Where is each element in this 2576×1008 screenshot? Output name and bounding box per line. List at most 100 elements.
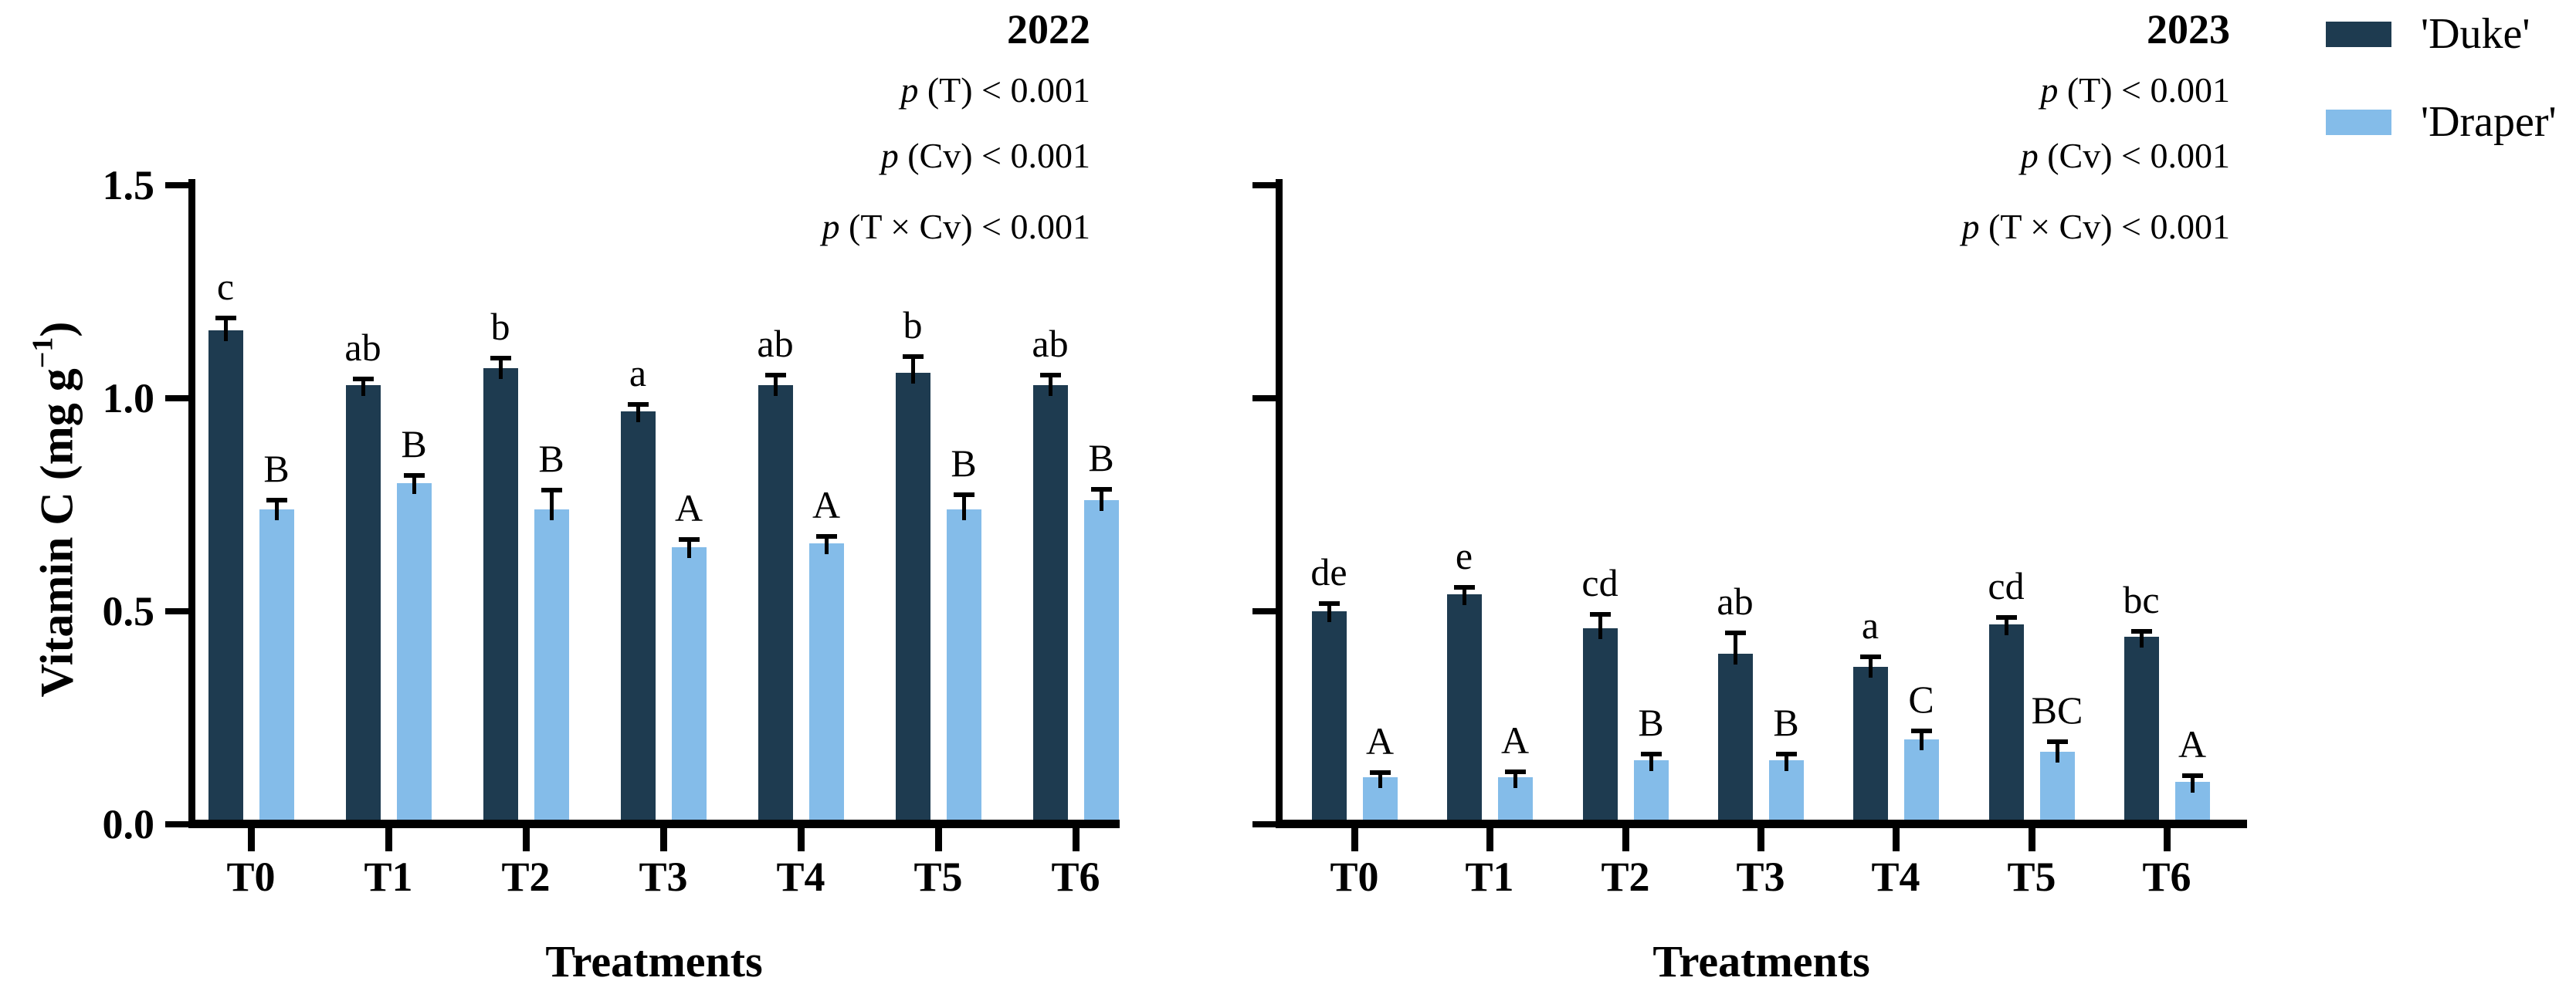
error-bar-stem xyxy=(1100,491,1103,512)
x-tick-label: T3 xyxy=(1736,854,1785,900)
x-tick-label: T2 xyxy=(501,854,551,900)
p-value-interaction-2022: p (T × Cv) < 0.001 xyxy=(395,208,1090,246)
bar-duke-t1-2023 xyxy=(1446,594,1482,827)
y-tick xyxy=(1252,395,1276,401)
y-tick-label: 0.0 xyxy=(102,801,155,847)
x-tick xyxy=(248,828,255,851)
x-tick-label: T1 xyxy=(1465,854,1514,900)
p-text: (Cv) < 0.001 xyxy=(898,136,1090,175)
y-axis-title-close: ) xyxy=(31,321,83,337)
x-tick xyxy=(660,828,667,851)
sig-letter: B xyxy=(538,437,564,481)
error-bar-cap xyxy=(1996,614,2017,620)
sig-letter: B xyxy=(1773,700,1799,744)
bar-duke-t2-2022 xyxy=(483,368,518,827)
sig-letter: a xyxy=(1861,603,1879,647)
bar-draper-t2-2022 xyxy=(534,509,569,827)
bar-duke-t3-2022 xyxy=(620,411,656,827)
bar-draper-t3-2023 xyxy=(1768,760,1804,827)
bar-duke-t6-2023 xyxy=(2124,637,2159,827)
bar-duke-t0-2022 xyxy=(208,330,243,827)
x-tick xyxy=(523,828,530,851)
sig-letter: e xyxy=(1455,534,1473,578)
sig-letter: BC xyxy=(2031,688,2083,732)
error-bar-stem xyxy=(825,538,829,554)
error-bar-cap xyxy=(903,353,924,359)
error-bar-stem xyxy=(1734,634,1737,665)
x-tick xyxy=(935,828,942,851)
error-bar-cap xyxy=(2182,773,2203,779)
x-tick xyxy=(1351,828,1358,851)
error-bar-cap xyxy=(1641,751,1662,756)
x-tick xyxy=(385,828,392,851)
error-bar-cap xyxy=(816,534,837,540)
panel-title-2022: 2022 xyxy=(395,6,1090,52)
x-tick-label: T6 xyxy=(2142,854,2191,900)
p-text: (Cv) < 0.001 xyxy=(2038,136,2230,175)
sig-letter: B xyxy=(263,446,290,490)
panel-title-2023: 2023 xyxy=(1535,6,2230,52)
p-value-treatment-2022: p (T) < 0.001 xyxy=(395,71,1090,110)
error-bar-stem xyxy=(2056,743,2059,763)
error-bar-cap xyxy=(2131,628,2152,634)
x-tick-label: T6 xyxy=(1051,854,1100,900)
x-tick xyxy=(1486,828,1493,851)
error-bar-cap xyxy=(1911,729,1932,734)
error-bar-stem xyxy=(1649,755,1653,772)
p-symbol: p xyxy=(1961,207,1980,246)
sig-letter: cd xyxy=(1581,560,1618,604)
legend-label-duke: 'Duke' xyxy=(2421,10,2530,58)
error-bar-cap xyxy=(1590,611,1611,617)
error-bar-stem xyxy=(636,405,640,422)
p-text: (T × Cv) < 0.001 xyxy=(1979,207,2230,246)
bar-duke-t5-2023 xyxy=(1988,624,2024,827)
bar-draper-t5-2022 xyxy=(946,509,981,827)
bar-duke-t0-2023 xyxy=(1311,611,1347,827)
sig-letter: ab xyxy=(344,325,381,369)
x-tick xyxy=(2164,828,2171,851)
x-axis-line-2022 xyxy=(188,820,1120,828)
error-bar-cap xyxy=(1040,373,1061,378)
error-bar-stem xyxy=(499,360,503,380)
x-tick-label: T3 xyxy=(639,854,688,900)
legend-item-draper: 'Draper' xyxy=(2326,97,2557,147)
x-tick-label: T2 xyxy=(1601,854,1650,900)
y-tick xyxy=(165,821,188,827)
sig-letter: cd xyxy=(1988,563,2025,607)
y-tick-label: 1.0 xyxy=(102,375,155,421)
x-tick xyxy=(1622,828,1629,851)
y-tick xyxy=(1252,608,1276,614)
error-bar-stem xyxy=(412,477,416,495)
error-bar-cap xyxy=(1725,631,1746,636)
x-tick xyxy=(798,828,805,851)
y-tick xyxy=(165,608,188,614)
error-bar-stem xyxy=(1513,773,1517,789)
sig-letter: ab xyxy=(1717,580,1754,624)
sig-letter: bc xyxy=(2123,577,2160,621)
error-bar-cap xyxy=(765,373,786,378)
sig-letter: B xyxy=(951,441,977,485)
p-symbol: p xyxy=(900,70,919,110)
p-value-treatment-2023: p (T) < 0.001 xyxy=(1535,71,2230,110)
error-bar-cap xyxy=(679,536,700,542)
bar-draper-t3-2022 xyxy=(671,547,707,827)
error-bar-stem xyxy=(550,492,554,520)
y-tick-label: 1.5 xyxy=(102,162,155,208)
x-tick xyxy=(1893,828,1900,851)
error-bar-cap xyxy=(1319,600,1340,606)
x-tick-label: T1 xyxy=(364,854,413,900)
error-bar-stem xyxy=(962,496,966,520)
sig-letter: A xyxy=(2178,722,2207,766)
bar-draper-t4-2022 xyxy=(808,543,844,827)
error-bar-cap xyxy=(353,376,374,381)
error-bar-cap xyxy=(2047,739,2068,745)
error-bar-stem xyxy=(1049,377,1052,397)
y-tick xyxy=(165,182,188,188)
error-bar-cap xyxy=(954,492,974,497)
sig-letter: B xyxy=(1638,700,1664,744)
sig-letter: A xyxy=(1500,718,1530,762)
panel-title-2023-text: 2023 xyxy=(2147,6,2230,52)
y-tick xyxy=(1252,821,1276,827)
error-bar-stem xyxy=(1327,604,1331,622)
